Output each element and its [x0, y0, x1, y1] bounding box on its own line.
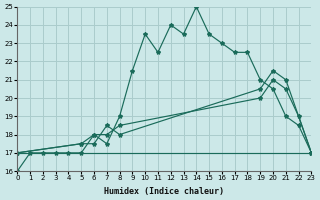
- X-axis label: Humidex (Indice chaleur): Humidex (Indice chaleur): [104, 187, 224, 196]
